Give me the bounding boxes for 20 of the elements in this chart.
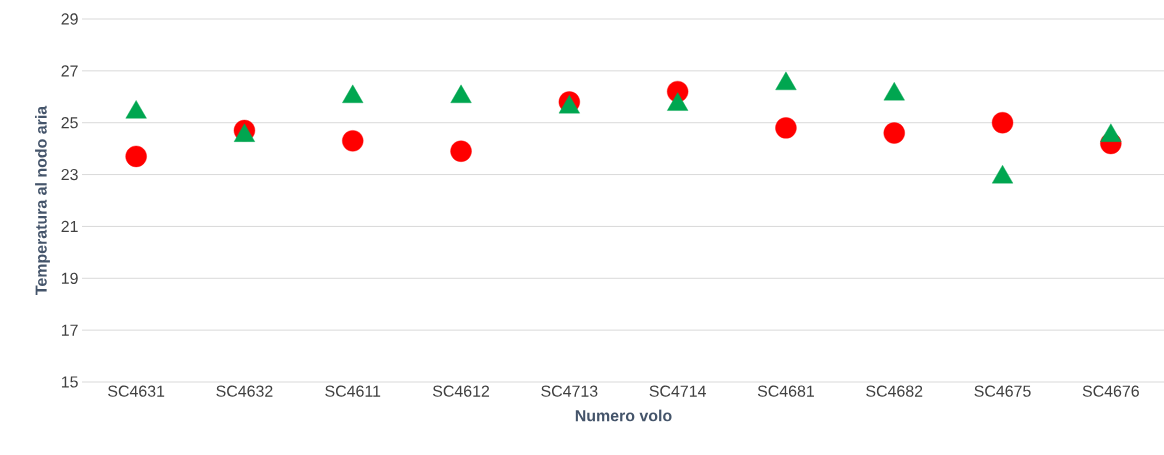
x-tick-label: SC4675 (974, 385, 1031, 397)
y-tick-label: 29 (61, 13, 78, 25)
x-tick-label: SC4713 (541, 385, 598, 397)
y-tick-label: 15 (61, 376, 78, 388)
y-tick-label: 19 (61, 272, 78, 284)
x-tick-label: SC4611 (325, 385, 381, 397)
x-tick-label: SC4632 (216, 385, 273, 397)
x-tick-label: SC4681 (757, 385, 814, 397)
x-tick-label: SC4682 (866, 385, 923, 397)
y-tick-label: 23 (61, 168, 78, 181)
y-axis-title: Temperatura al nodo aria (35, 105, 50, 295)
x-axis-title: Numero volo (575, 409, 672, 422)
x-tick-label: SC4676 (1082, 385, 1139, 397)
x-tick-label: SC4631 (108, 385, 165, 397)
y-tick-label: 21 (61, 220, 78, 232)
x-tick-label: SC4714 (649, 385, 706, 397)
x-tick-label: SC4612 (432, 385, 490, 397)
y-tick-label: 25 (61, 117, 78, 129)
y-tick-label: 27 (61, 65, 78, 77)
y-tick-label: 17 (61, 324, 78, 336)
